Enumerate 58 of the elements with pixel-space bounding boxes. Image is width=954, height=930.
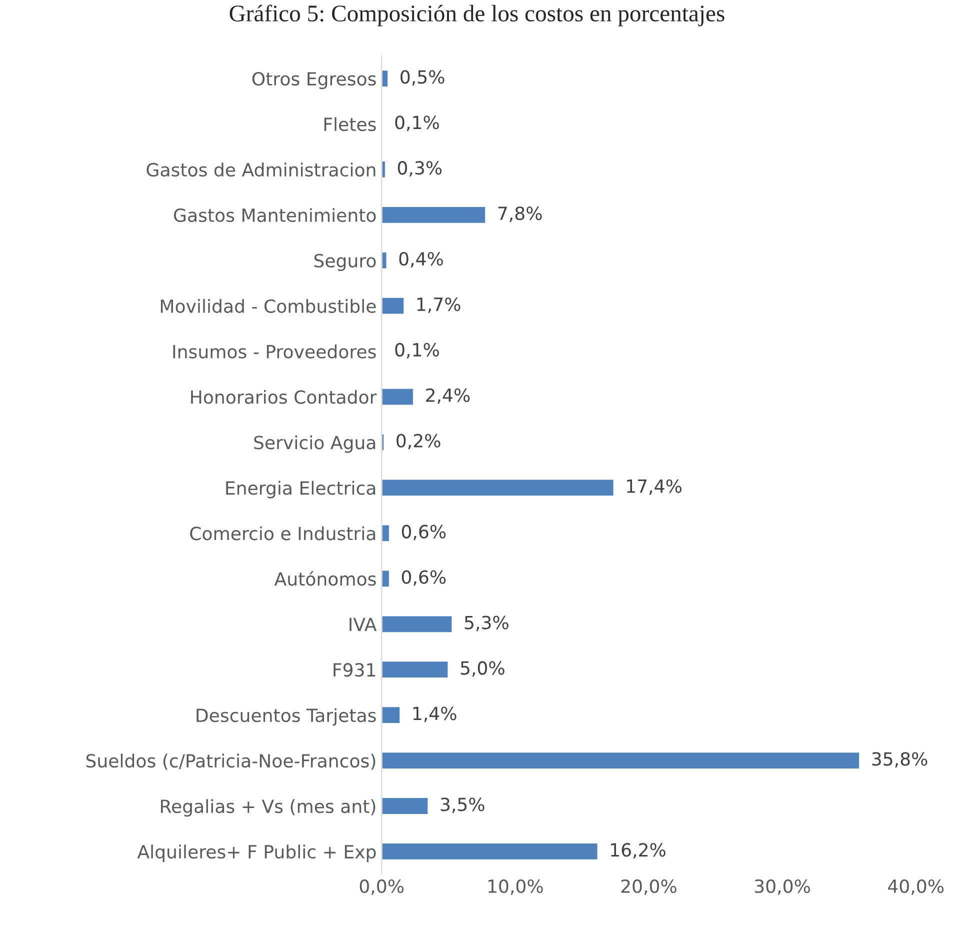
data-label: 7,8% — [498, 206, 542, 222]
y-tick-label: Gastos Mantenimiento — [174, 208, 376, 222]
bar — [382, 296, 405, 316]
data-label: 1,4% — [413, 706, 456, 722]
bar — [382, 796, 430, 816]
bar — [382, 478, 615, 498]
bar — [382, 660, 450, 679]
y-tick-label: Autónomos — [274, 571, 376, 586]
y-tick-label: F931 — [334, 663, 376, 677]
x-tick-label: 10,0% — [488, 879, 543, 895]
y-tick-label: Energia Electrica — [226, 480, 376, 498]
y-tick-label: Honorarios Contador — [191, 390, 377, 404]
data-label: 0,5% — [400, 70, 444, 86]
data-label: 0,3% — [398, 161, 442, 177]
data-label: 0,1% — [395, 342, 439, 358]
x-tick-label: 40,0% — [888, 879, 944, 895]
bar — [382, 432, 385, 452]
y-tick-label: Fletes — [324, 117, 376, 132]
chart-title: Gráfico 5: Composición de los costos en porcentajes — [230, 4, 724, 26]
data-label: 1,7% — [417, 297, 460, 313]
bar — [382, 706, 401, 724]
data-label: 0,1% — [395, 116, 439, 132]
bar — [382, 842, 599, 861]
data-label: 3,5% — [440, 798, 484, 814]
bar — [382, 251, 388, 270]
y-tick-label: Alquileres+ F Public + Exp — [137, 844, 376, 862]
data-label: 16,2% — [611, 843, 666, 859]
y-tick-label: Gastos de Administracion — [146, 162, 376, 177]
y-tick-label: Comercio e Industria — [190, 526, 376, 540]
y-tick-label: Servicio Agua — [254, 435, 376, 453]
data-label: 0,6% — [402, 524, 446, 540]
bar — [382, 206, 486, 224]
data-label: 17,4% — [627, 479, 682, 495]
data-label: 0,6% — [402, 570, 446, 586]
bar — [382, 160, 386, 179]
data-label: 0,2% — [396, 434, 440, 450]
y-tick-label: Insumos - Proveedores — [173, 344, 376, 358]
y-tick-label: Regalias + Vs (mes ant) — [161, 799, 376, 817]
y-tick-label: Sueldos (c/Patricia-Noe-Francos) — [86, 754, 376, 770]
bar — [382, 387, 414, 406]
x-tick-label: 20,0% — [621, 879, 676, 895]
bar — [382, 69, 389, 88]
data-label: 0,4% — [399, 252, 443, 268]
bar — [382, 614, 454, 634]
x-tick-label: 30,0% — [754, 879, 810, 895]
bar — [382, 524, 390, 543]
y-tick-label: Otros Egresos — [252, 72, 376, 90]
data-label: 2,4% — [426, 388, 470, 404]
data-label: 5,3% — [464, 616, 508, 632]
y-tick-label: Seguro — [314, 254, 376, 272]
data-label: 5,0% — [460, 661, 504, 677]
y-tick-label: Descuentos Tarjetas — [196, 708, 376, 726]
y-tick-label: IVA — [350, 618, 377, 631]
bar — [382, 569, 390, 588]
data-label: 35,8% — [872, 752, 928, 768]
y-tick-label: Movilidad - Combustible — [160, 299, 376, 313]
bar — [382, 751, 860, 770]
x-tick-label: 0,0% — [360, 879, 404, 895]
